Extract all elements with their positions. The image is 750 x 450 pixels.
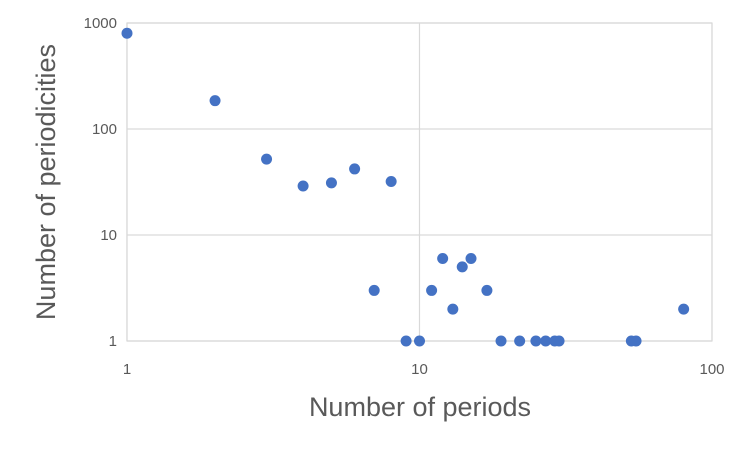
data-point <box>553 335 565 347</box>
gridlines <box>126 22 713 342</box>
data-point <box>414 335 425 347</box>
data-point <box>368 284 380 296</box>
data-point <box>465 253 477 265</box>
data-point <box>456 261 468 273</box>
data-point <box>530 335 542 347</box>
y-tick-label: 1000 <box>84 15 117 32</box>
data-point <box>325 177 337 189</box>
y-tick-label: 100 <box>92 121 117 138</box>
data-point <box>261 153 273 165</box>
tick-labels: 1 10 100 1000 1 10 100 <box>84 15 725 378</box>
data-point <box>400 335 412 347</box>
data-points <box>121 27 690 347</box>
data-point <box>297 180 309 192</box>
data-point <box>209 95 221 107</box>
data-point <box>495 335 507 347</box>
data-point <box>678 303 690 315</box>
x-axis-title: Number of periods <box>309 392 531 422</box>
data-point <box>385 175 397 187</box>
data-point <box>121 27 133 39</box>
y-axis-title: Number of periodicities <box>31 44 61 320</box>
data-point <box>426 284 438 296</box>
data-point <box>437 253 449 265</box>
x-tick-label: 100 <box>699 361 724 378</box>
x-tick-label: 10 <box>411 361 428 378</box>
y-tick-label: 10 <box>100 227 117 244</box>
data-point <box>447 303 459 315</box>
data-point <box>349 163 361 175</box>
data-point <box>481 284 493 296</box>
y-tick-label: 1 <box>109 333 117 350</box>
data-point <box>514 335 526 347</box>
x-tick-label: 1 <box>123 361 131 378</box>
data-point <box>540 335 552 347</box>
data-point <box>630 335 642 347</box>
